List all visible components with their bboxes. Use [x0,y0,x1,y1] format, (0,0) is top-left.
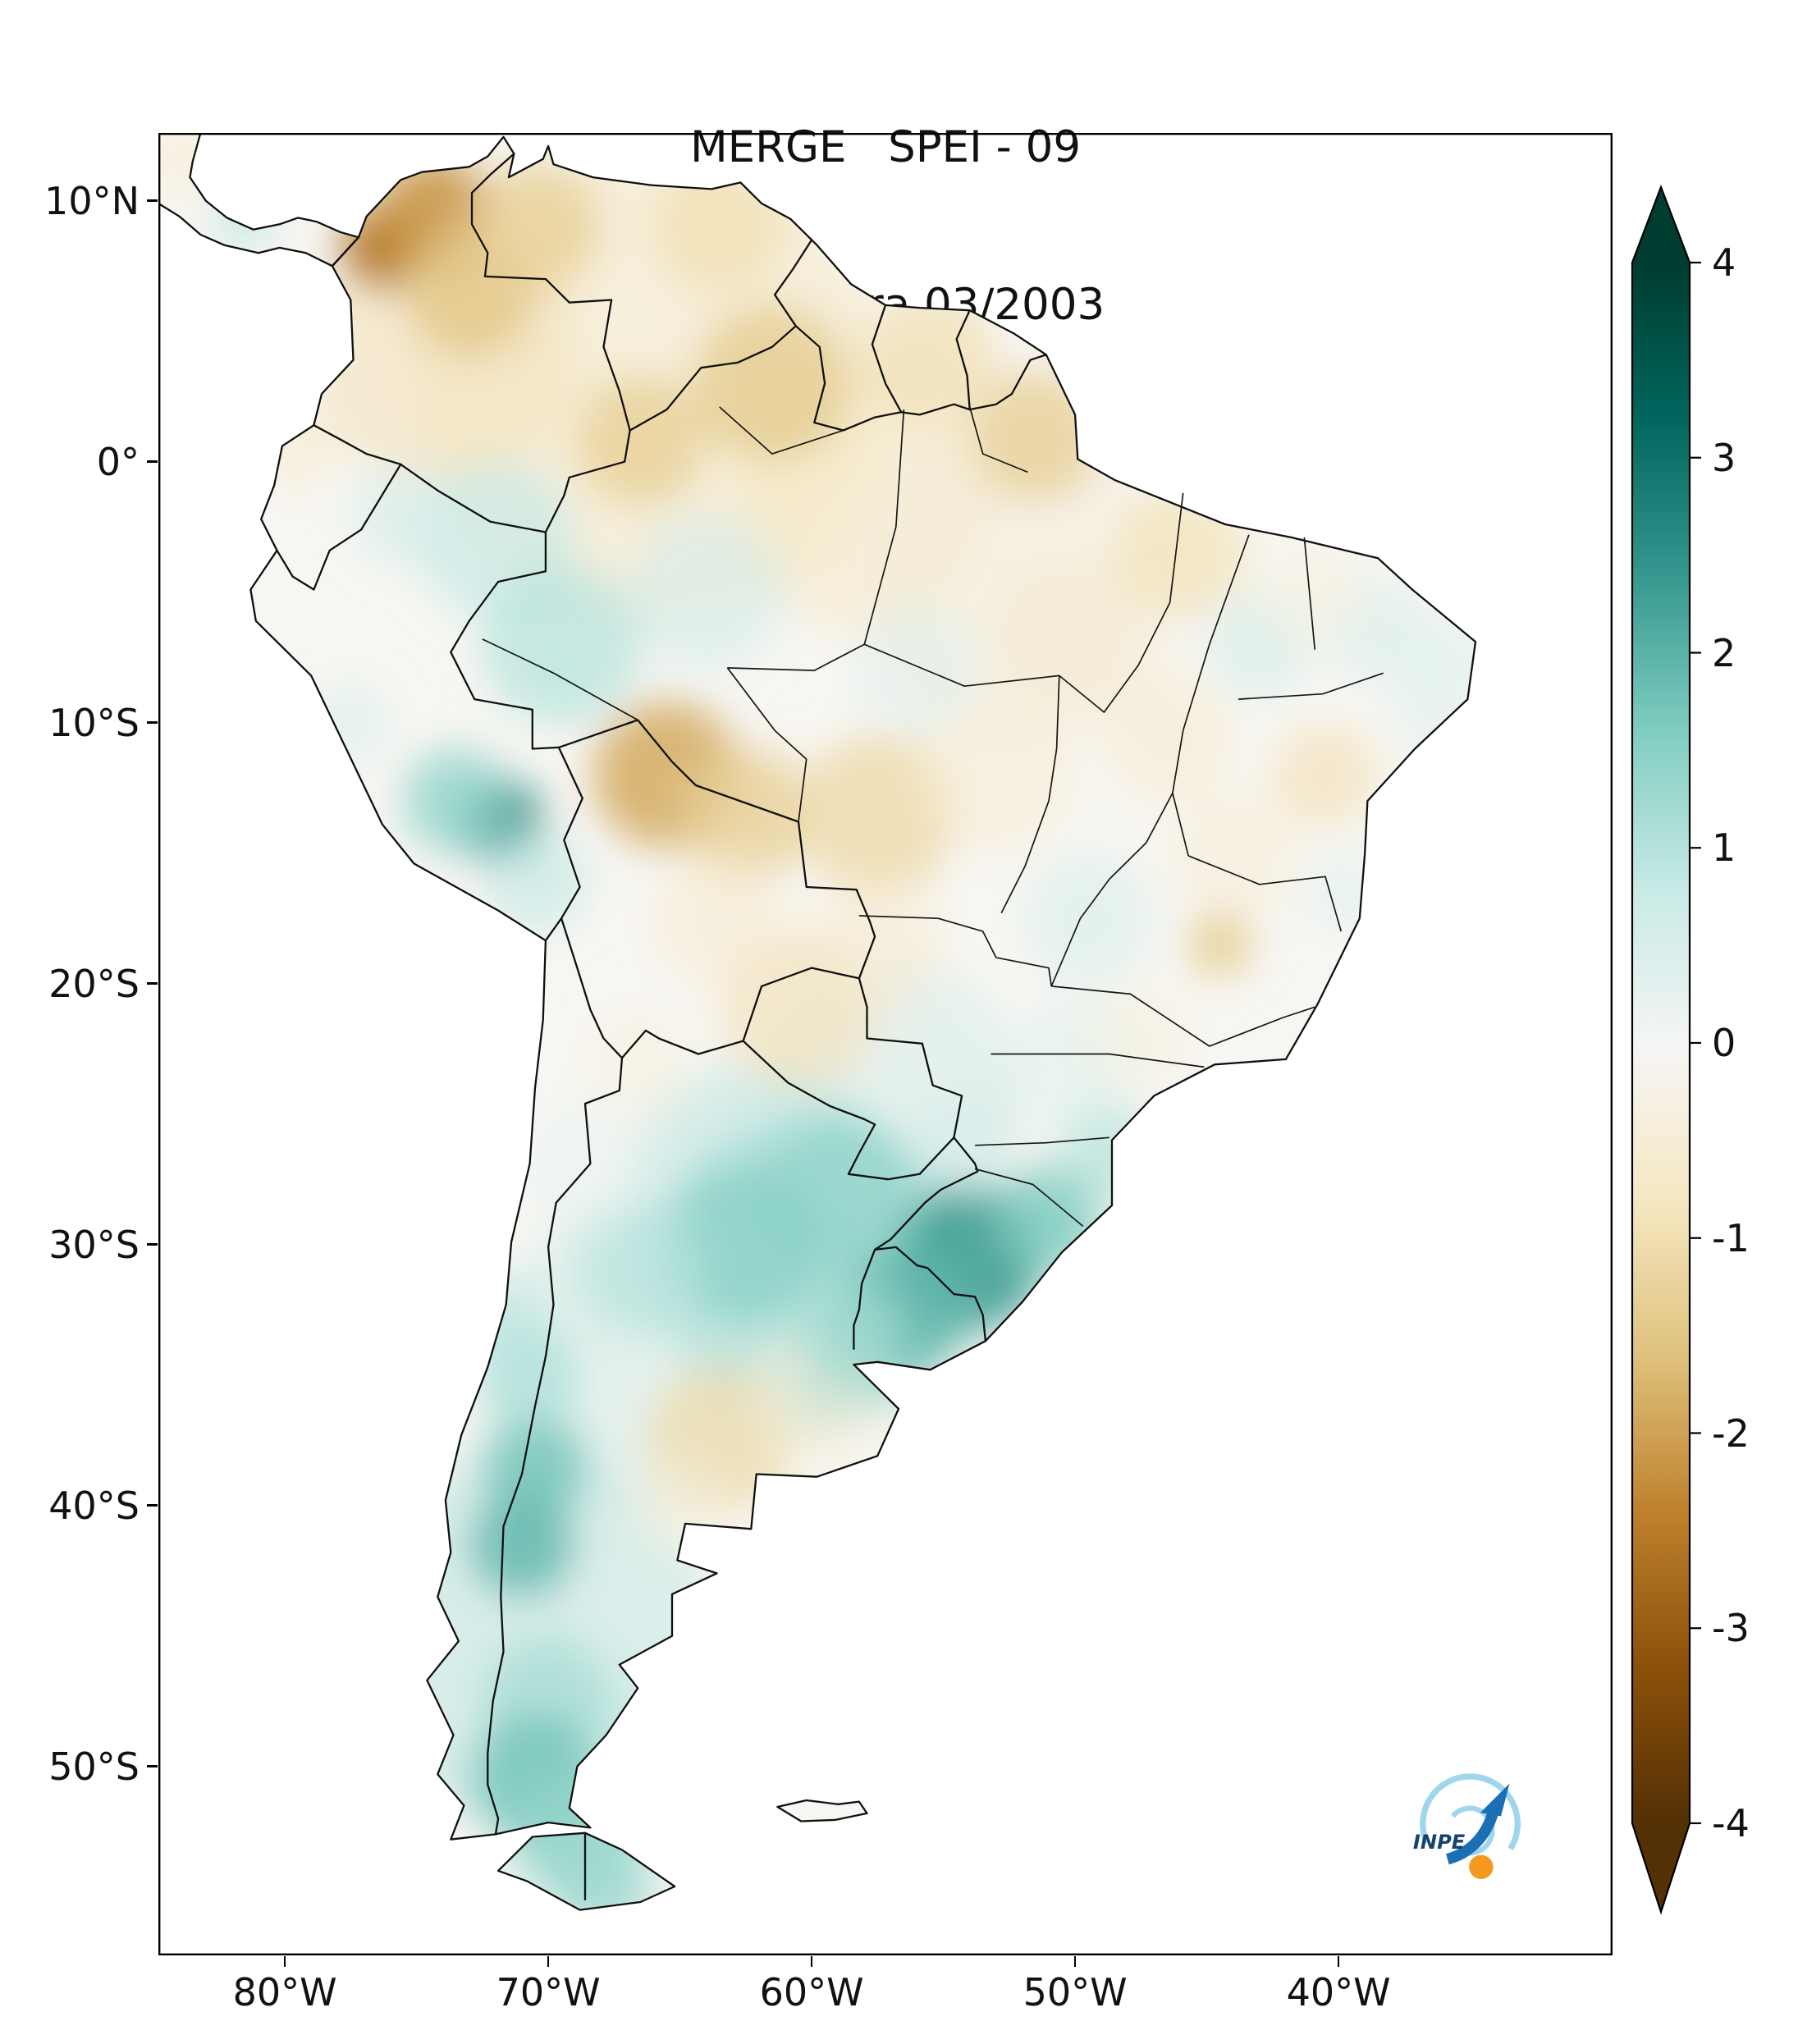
south-america-map [158,133,1613,1955]
x-tick-mark [547,1956,550,1967]
colorbar-gradient [1631,184,1691,1915]
y-tick-label: 40°S [48,1483,140,1528]
map-axes: INPE [158,133,1613,1955]
x-tick-label: 40°W [1286,1970,1391,2014]
y-tick-label: 0° [96,439,140,484]
y-tick-mark [147,460,158,463]
logo-text: INPE [1413,1831,1466,1854]
colorbar-tick-label: 2 [1712,630,1736,675]
y-tick-mark [147,1765,158,1767]
logo-arrow [1445,1808,1500,1865]
y-tick-label: 30°S [48,1222,140,1267]
y-tick-label: 10°S [48,700,140,745]
colorbar-tick-label: -3 [1712,1606,1750,1651]
map-frame-border [158,133,1613,1955]
y-tick-mark [147,199,158,202]
x-tick-mark [810,1956,813,1967]
colorbar-tick-label: -4 [1712,1801,1750,1845]
logo-arrowhead [1480,1783,1510,1817]
y-tick-mark [147,1504,158,1507]
x-tick-mark [1337,1956,1340,1967]
x-tick-label: 60°W [759,1970,864,2014]
colorbar-tick-label: -2 [1712,1411,1750,1456]
inpe-logo: INPE [1398,1754,1570,1901]
colorbar-tick-label: -1 [1712,1215,1750,1260]
x-tick-label: 80°W [232,1970,337,2014]
coastline-and-country-borders [158,133,1477,1911]
y-tick-label: 50°S [48,1744,140,1789]
x-tick-mark [1073,1956,1077,1967]
inpe-logo-graphic: INPE [1413,1773,1521,1879]
brazil-state-borders [482,406,1384,1228]
colorbar-tick-label: 4 [1712,240,1736,285]
y-tick-mark [147,1243,158,1246]
logo-swirl-outer [1420,1773,1521,1851]
x-tick-mark [283,1956,286,1967]
x-tick-label: 50°W [1023,1970,1128,2014]
y-tick-mark [147,982,158,985]
colorbar-tick-label: 1 [1712,825,1736,871]
y-tick-label: 10°N [44,178,140,223]
y-tick-label: 20°S [48,961,140,1006]
colorbar-tick-label: 3 [1712,435,1736,480]
title-line1: MERGE SPEI - 09 [689,122,1082,172]
x-tick-label: 70°W [496,1970,601,2014]
y-tick-mark [147,721,158,724]
logo-orange-dot [1469,1854,1494,1879]
colorbar-tick-label: 0 [1712,1021,1736,1065]
colorbar [1631,184,1701,1915]
